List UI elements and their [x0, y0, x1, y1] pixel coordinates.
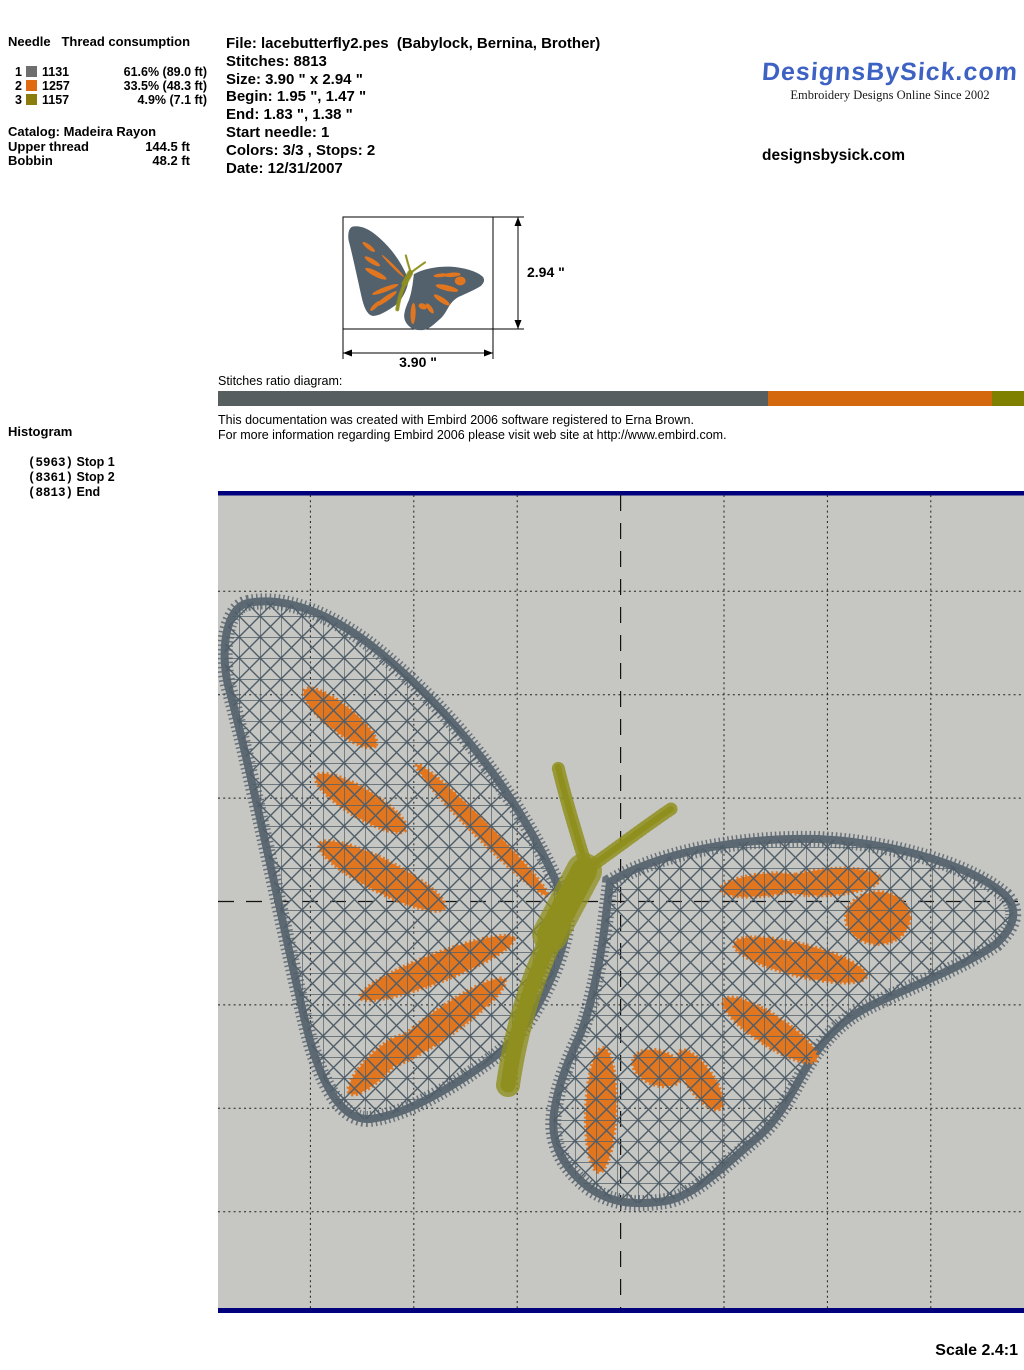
thread-table-title: Needle Thread consumption — [8, 34, 191, 49]
histogram-title: Histogram — [8, 424, 73, 439]
logo-tagline: Embroidery Designs Online Since 2002 — [790, 88, 990, 102]
thread-code: 1257 — [42, 79, 70, 93]
thread-color-swatch — [26, 94, 37, 105]
thread-color-swatch — [26, 66, 37, 77]
thread-row-3: 3 1157 4.9% (7.1 ft) — [0, 93, 210, 107]
thread-row-2: 2 1257 33.5% (48.3 ft) — [0, 79, 210, 93]
embird-note-line2: For more information regarding Embird 20… — [218, 428, 727, 442]
width-dimension-label: 3.90 " — [399, 354, 437, 370]
histogram-count: (8361) — [28, 471, 74, 485]
histogram-count: (5963) — [28, 456, 74, 470]
date-line: Date: 12/31/2007 — [226, 159, 343, 177]
needle-number: 1 — [15, 65, 22, 79]
ratio-segment-thread-1-gray — [218, 391, 768, 406]
histogram-entry: (5963) Stop 1 — [28, 455, 115, 470]
histogram-entry: (8361) Stop 2 — [28, 470, 115, 485]
upper-thread-value: 144.5 ft — [145, 139, 190, 154]
histogram-label: End — [76, 485, 101, 499]
histogram-label: Stop 2 — [76, 470, 115, 484]
histogram-count: (8813) — [28, 486, 74, 500]
thread-code: 1157 — [42, 93, 70, 107]
start-needle-line: Start needle: 1 — [226, 123, 330, 141]
embird-note-line1: This documentation was created with Embi… — [218, 413, 694, 427]
design-preview-figure — [342, 216, 524, 359]
begin-line: Begin: 1.95 ", 1.47 " — [226, 88, 367, 106]
canvas-top-frame-line — [218, 491, 1024, 496]
designsbysick-logo: DesignsBySick.com — [761, 58, 1020, 86]
file-name-line: File: lacebutterfly2.pes (Babylock, Bern… — [226, 35, 601, 52]
histogram-label: Stop 1 — [76, 455, 115, 469]
catalog-line: Catalog: Madeira Rayon — [8, 124, 157, 139]
size-line: Size: 3.90 " x 2.94 " — [226, 70, 363, 88]
thread-consumption: 61.6% (89.0 ft) — [123, 65, 207, 79]
thread-row-1: 1 1131 61.6% (89.0 ft) — [0, 65, 210, 79]
stitches-line: Stitches: 8813 — [226, 52, 327, 70]
design-canvas — [218, 491, 1024, 1313]
file-info-block: File: lacebutterfly2.pes (Babylock, Bern… — [226, 35, 600, 177]
canvas-bottom-frame-line — [218, 1308, 1024, 1313]
histogram-entry: (8813) End — [28, 485, 100, 500]
ratio-segment-thread-3-olive — [991, 391, 1024, 406]
thread-color-swatch — [26, 80, 37, 91]
bobbin-label: Bobbin — [8, 153, 53, 168]
thread-consumption: 33.5% (48.3 ft) — [123, 79, 207, 93]
brand-website-text: designsbysick.com — [762, 147, 906, 164]
thread-code: 1131 — [42, 65, 70, 79]
bobbin-value: 48.2 ft — [152, 153, 190, 168]
thread-consumption: 4.9% (7.1 ft) — [137, 93, 207, 107]
needle-number: 3 — [15, 93, 22, 107]
dimension-extension-lines — [342, 216, 524, 359]
end-line: End: 1.83 ", 1.38 " — [226, 106, 353, 124]
height-dimension-label: 2.94 " — [527, 264, 565, 280]
colors-stops-line: Colors: 3/3 , Stops: 2 — [226, 141, 376, 159]
stitches-ratio-bar — [218, 391, 1024, 406]
dimension-arrowheads — [343, 217, 522, 357]
stitches-ratio-label: Stitches ratio diagram: — [218, 374, 343, 388]
needle-number: 2 — [15, 79, 22, 93]
upper-thread-label: Upper thread — [8, 139, 89, 154]
scale-label: Scale 2.4:1 — [935, 1342, 1018, 1359]
ratio-segment-thread-2-orange — [767, 391, 992, 406]
